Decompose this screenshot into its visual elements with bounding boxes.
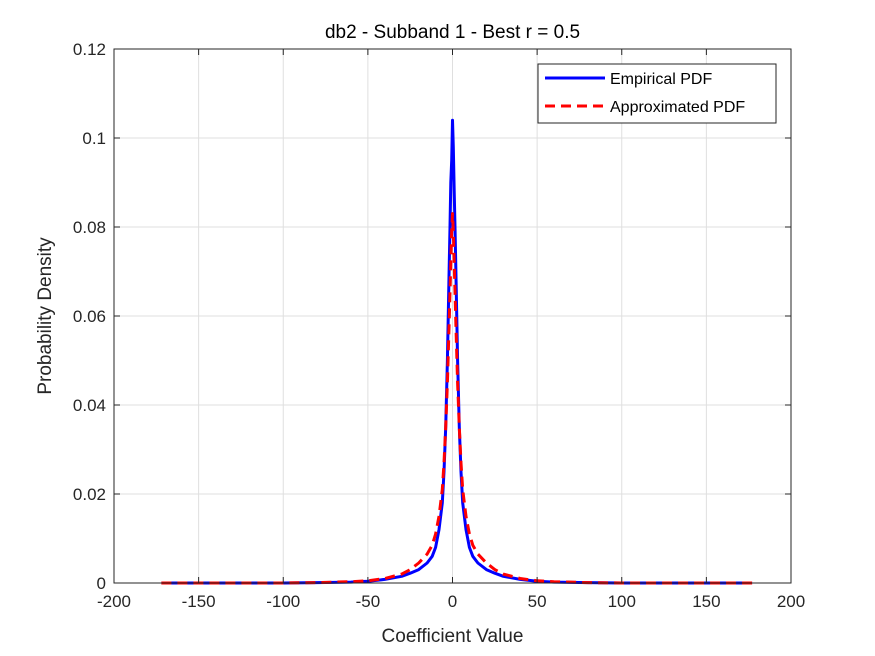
series-line-approximated-pdf — [161, 212, 753, 585]
x-tick-label: 200 — [777, 592, 805, 611]
legend-label-approximated-pdf: Approximated PDF — [610, 99, 745, 116]
legend: Empirical PDF Approximated PDF — [537, 63, 777, 124]
y-tick-label: 0.08 — [73, 218, 106, 237]
series-line-empirical-pdf — [161, 118, 753, 585]
x-tick-label: 150 — [692, 592, 720, 611]
legend-label-empirical-pdf: Empirical PDF — [610, 71, 712, 88]
y-tick-label: 0.04 — [73, 396, 106, 415]
series-layer — [161, 118, 753, 585]
y-tick-label: 0.02 — [73, 485, 106, 504]
y-tick-label: 0 — [97, 574, 106, 593]
x-tick-label: -50 — [356, 592, 381, 611]
x-tick-label: 50 — [528, 592, 547, 611]
y-tick-label: 0.12 — [73, 40, 106, 59]
ticks: -200 -150 -100 -50 0 50 100 150 200 0 0.02 0.04 0.06… — [73, 40, 805, 611]
y-axis-label: Probability Density — [35, 237, 56, 395]
chart-title: db2 - Subband 1 - Best r = 0.5 — [325, 22, 580, 43]
x-tick-label: -200 — [97, 592, 131, 611]
x-tick-label: 100 — [608, 592, 636, 611]
y-tick-label: 0.06 — [73, 307, 106, 326]
legend-box — [537, 63, 777, 124]
x-tick-label: -100 — [266, 592, 300, 611]
y-tick-label: 0.1 — [82, 129, 106, 148]
x-axis-label: Coefficient Value — [382, 626, 524, 647]
x-tick-label: 0 — [448, 592, 457, 611]
x-tick-label: -150 — [182, 592, 216, 611]
